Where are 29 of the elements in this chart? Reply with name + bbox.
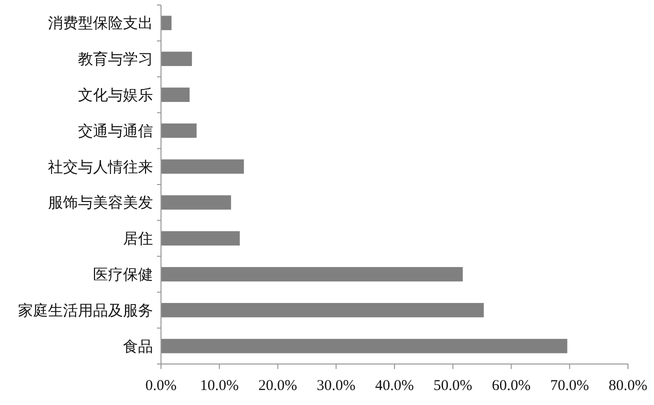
y-tick-label: 交通与通信 xyxy=(78,122,153,140)
y-tick-label: 教育与学习 xyxy=(78,51,153,68)
bar xyxy=(161,195,232,210)
x-tick-label: 50.0% xyxy=(434,378,472,394)
bar xyxy=(161,16,172,30)
x-tick-label: 20.0% xyxy=(258,378,298,394)
x-tick-label: 80.0% xyxy=(608,378,648,394)
bar xyxy=(161,88,190,102)
x-tick-label: 30.0% xyxy=(316,378,356,394)
bar xyxy=(161,231,240,246)
y-tick-label: 居住 xyxy=(123,232,153,248)
bar xyxy=(161,302,484,318)
x-tick-label: 70.0% xyxy=(550,378,589,394)
bar xyxy=(161,338,568,354)
bar xyxy=(161,52,192,66)
bar xyxy=(161,267,463,282)
x-tick-label: 10.0% xyxy=(200,378,239,394)
y-tick-label: 服饰与美容美发 xyxy=(48,194,153,212)
y-tick-label: 家庭生活用品及服务 xyxy=(18,302,153,320)
bar xyxy=(161,123,197,138)
x-tick-label: 40.0% xyxy=(375,378,414,394)
y-tick-label: 食品 xyxy=(123,338,153,356)
y-tick-label: 文化与娱乐 xyxy=(78,87,153,104)
x-tick-label: 60.0% xyxy=(492,378,531,394)
x-tick-label: 0.0% xyxy=(145,378,177,394)
y-tick-label: 消费型保险支出 xyxy=(48,15,153,32)
y-tick-label: 社交与人情往来 xyxy=(48,158,153,176)
y-tick-label: 医疗保健 xyxy=(93,266,153,284)
bar xyxy=(161,159,244,174)
